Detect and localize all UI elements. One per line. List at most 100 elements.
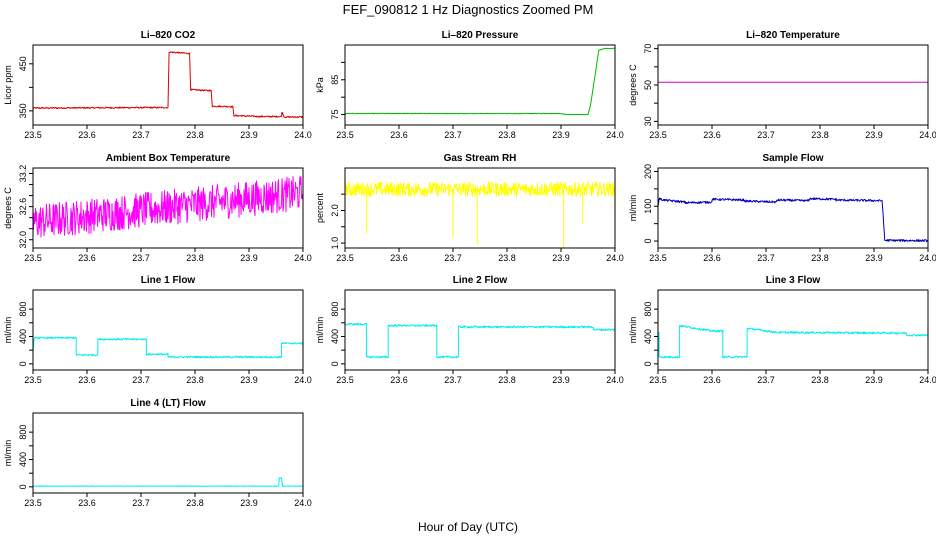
y-tick-label: 0: [18, 361, 28, 366]
x-tick-label: 23.8: [811, 253, 829, 263]
x-tick-label: 23.8: [498, 375, 516, 385]
panel-title: Gas Stream RH: [444, 153, 517, 164]
x-tick-label: 23.8: [811, 130, 829, 140]
panel-ylabel: ml/min: [628, 195, 638, 222]
panel-2: Li–820 Pressure kPa 23.5 23.6 23.7 23.8 23.9 24…: [315, 30, 624, 140]
series-line: [32, 336, 304, 359]
y-tick-label: 0: [18, 484, 28, 489]
panel-ylabel: degrees C: [628, 64, 638, 106]
x-tick-label: 23.5: [24, 253, 42, 263]
x-tick-label: 24.0: [294, 130, 312, 140]
x-tick-label: 23.9: [240, 375, 258, 385]
y-tick-label: 450: [18, 56, 28, 71]
figure-xlabel: Hour of Day (UTC): [418, 520, 518, 534]
y-tick-label: 85: [330, 75, 340, 85]
panel-6: Sample Flow ml/min 23.5 23.6 23.7 23.8 23.9 24.…: [628, 153, 936, 263]
y-tick-label: 50: [643, 80, 653, 90]
x-tick-label: 23.7: [757, 130, 775, 140]
series-line: [344, 47, 616, 116]
x-tick-label: 24.0: [294, 253, 312, 263]
series-line: [344, 181, 616, 197]
panel-ylabel: kPa: [315, 77, 325, 93]
panel-3: Li–820 Temperature degrees C 23.5 23.6 23.7 2…: [628, 30, 936, 140]
panel-title: Line 3 Flow: [766, 275, 821, 286]
y-tick-label: 200: [643, 164, 653, 179]
x-tick-label: 23.9: [552, 375, 570, 385]
panel-9: Line 3 Flow ml/min 23.5 23.6 23.7 23.8 23.9 24.…: [628, 275, 936, 385]
figure-title: FEF_090812 1 Hz Diagnostics Zoomed PM: [343, 2, 594, 17]
panel-ylabel: ml/min: [628, 317, 638, 344]
x-tick-label: 23.5: [24, 498, 42, 508]
y-tick-label: 2.0: [330, 204, 340, 217]
y-tick-label: 800: [330, 302, 340, 317]
panel-8: Line 2 Flow ml/min 23.5 23.6 23.7 23.8 23.9 24.…: [315, 275, 624, 385]
panel-title: Li–820 Temperature: [746, 30, 840, 41]
plot-frame: [344, 167, 616, 249]
x-tick-label: 23.7: [757, 375, 775, 385]
y-tick-label: 0: [643, 239, 653, 244]
x-tick-label: 23.7: [132, 130, 150, 140]
panel-title: Line 4 (LT) Flow: [130, 398, 206, 409]
y-tick-label: 800: [643, 302, 653, 317]
y-tick-label: 1.0: [330, 237, 340, 250]
x-tick-label: 24.0: [919, 253, 936, 263]
x-tick-label: 23.5: [649, 130, 667, 140]
x-tick-label: 23.5: [649, 253, 667, 263]
series-line: [657, 324, 929, 359]
y-tick-label: 30: [643, 116, 653, 126]
x-tick-label: 23.7: [444, 130, 462, 140]
x-tick-label: 23.9: [865, 375, 883, 385]
x-tick-label: 23.9: [240, 498, 258, 508]
x-tick-label: 23.5: [336, 375, 354, 385]
x-tick-label: 23.8: [186, 253, 204, 263]
x-tick-label: 24.0: [294, 498, 312, 508]
x-tick-label: 23.6: [390, 375, 408, 385]
x-tick-label: 24.0: [919, 130, 936, 140]
x-tick-label: 24.0: [606, 375, 624, 385]
y-tick-label: 0: [643, 361, 653, 366]
x-tick-label: 23.7: [132, 253, 150, 263]
x-tick-label: 23.5: [24, 375, 42, 385]
panel-title: Line 2 Flow: [453, 275, 508, 286]
x-tick-label: 23.6: [78, 498, 96, 508]
plot-frame: [344, 44, 616, 126]
plot-frame: [32, 44, 304, 126]
plot-frame: [32, 167, 304, 249]
series-line: [32, 51, 304, 119]
x-tick-label: 23.9: [865, 253, 883, 263]
x-tick-label: 23.5: [24, 130, 42, 140]
panel-ylabel: percent: [315, 192, 325, 223]
series-line: [32, 175, 304, 238]
panel-title: Li–820 CO2: [141, 30, 196, 41]
series-line: [32, 477, 304, 487]
panel-4: Ambient Box Temperature degrees C 23.5 23.6…: [3, 153, 312, 263]
x-tick-label: 23.5: [336, 130, 354, 140]
panel-1: Li–820 CO2 Licor ppm 23.5 23.6 23.7 23.8 23.9 2…: [3, 30, 312, 140]
x-tick-label: 24.0: [606, 253, 624, 263]
plot-frame: [32, 412, 304, 494]
x-tick-label: 23.6: [78, 253, 96, 263]
panel-title: Sample Flow: [762, 153, 823, 164]
panels-group: Li–820 CO2 Licor ppm 23.5 23.6 23.7 23.8 23.9 2…: [3, 30, 936, 508]
plot-frame: [657, 167, 929, 249]
y-tick-label: 32.0: [18, 231, 28, 249]
x-tick-label: 23.5: [649, 375, 667, 385]
y-tick-label: 400: [18, 329, 28, 344]
x-tick-label: 23.8: [186, 498, 204, 508]
x-tick-label: 23.7: [444, 253, 462, 263]
y-tick-label: 0: [330, 361, 340, 366]
plot-frame: [657, 44, 929, 126]
panel-10: Line 4 (LT) Flow ml/min 23.5 23.6 23.7 23.8 23…: [3, 398, 312, 508]
y-tick-label: 350: [18, 103, 28, 118]
panel-5: Gas Stream RH percent 23.5 23.6 23.7 23.8 23.9…: [315, 153, 624, 263]
plot-frame: [657, 289, 929, 371]
plot-frame: [32, 289, 304, 371]
x-tick-label: 23.7: [132, 375, 150, 385]
panel-ylabel: ml/min: [3, 440, 13, 467]
y-tick-label: 33.2: [18, 165, 28, 183]
y-tick-label: 75: [330, 110, 340, 120]
x-tick-label: 23.9: [552, 130, 570, 140]
y-tick-label: 32.6: [18, 198, 28, 216]
y-tick-label: 800: [18, 302, 28, 317]
